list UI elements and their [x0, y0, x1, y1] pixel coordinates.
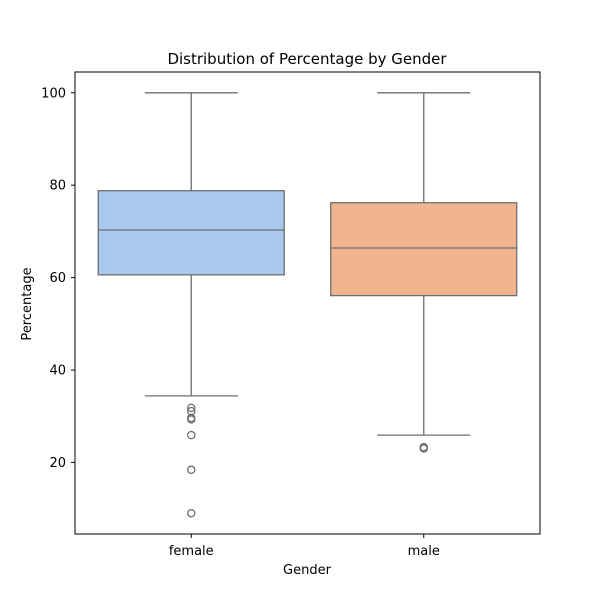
x-tick-label-female: female — [169, 544, 214, 559]
box-female — [97, 190, 285, 276]
outlier-point-female — [186, 403, 196, 413]
outlier-point-female — [186, 508, 196, 518]
plot-area-frame — [74, 71, 541, 535]
outlier-point-female — [186, 465, 196, 475]
y-tick-label: 40 — [49, 363, 66, 378]
y-tick-label: 80 — [49, 179, 66, 194]
y-tick-label: 60 — [49, 271, 66, 286]
outlier-point-female — [186, 415, 196, 424]
y-tick-label: 100 — [41, 86, 66, 101]
x-tick-label-male: male — [408, 544, 440, 559]
y-axis-label: Percentage — [20, 267, 35, 340]
x-axis-label: Gender — [283, 563, 332, 578]
box-male — [330, 202, 518, 297]
outlier-point-female — [186, 430, 196, 440]
outlier-point-male — [419, 444, 428, 453]
chart-title: Distribution of Percentage by Gender — [167, 50, 447, 68]
y-tick-label: 20 — [49, 456, 66, 471]
